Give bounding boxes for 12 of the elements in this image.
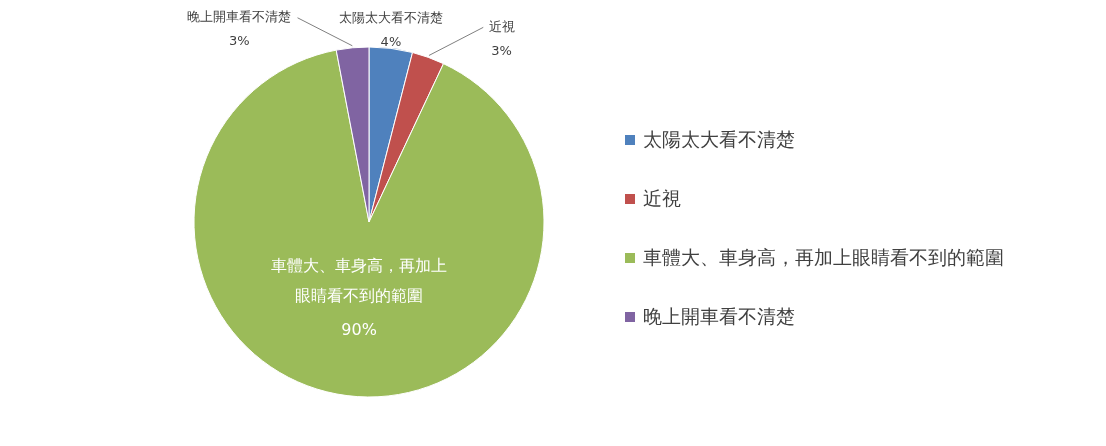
legend-label: 太陽太大看不清楚 xyxy=(643,127,795,150)
slice-label: 近視 xyxy=(488,18,515,34)
data-label: 3% xyxy=(229,33,250,49)
legend-label: 晚上開車看不清楚 xyxy=(643,304,795,327)
slice-label: 晚上開車看不清楚 xyxy=(187,9,292,25)
data-label: 3% xyxy=(491,42,512,58)
slice-label: 太陽太大看不清楚 xyxy=(338,9,443,25)
slice-label: 車體大、車身高，再加上眼睛看不到的範圍 xyxy=(270,255,449,308)
data-label: 90% xyxy=(341,319,377,339)
legend-label: 車體大、車身高，再加上眼睛看不到的範圍 xyxy=(643,245,1004,268)
data-label: 4% xyxy=(380,33,402,49)
legend-label: 近視 xyxy=(643,186,681,209)
